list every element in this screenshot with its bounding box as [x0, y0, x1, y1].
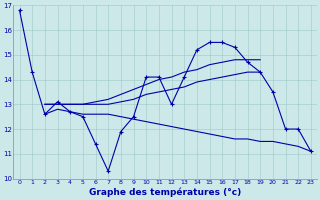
X-axis label: Graphe des températures (°c): Graphe des températures (°c)	[89, 188, 241, 197]
